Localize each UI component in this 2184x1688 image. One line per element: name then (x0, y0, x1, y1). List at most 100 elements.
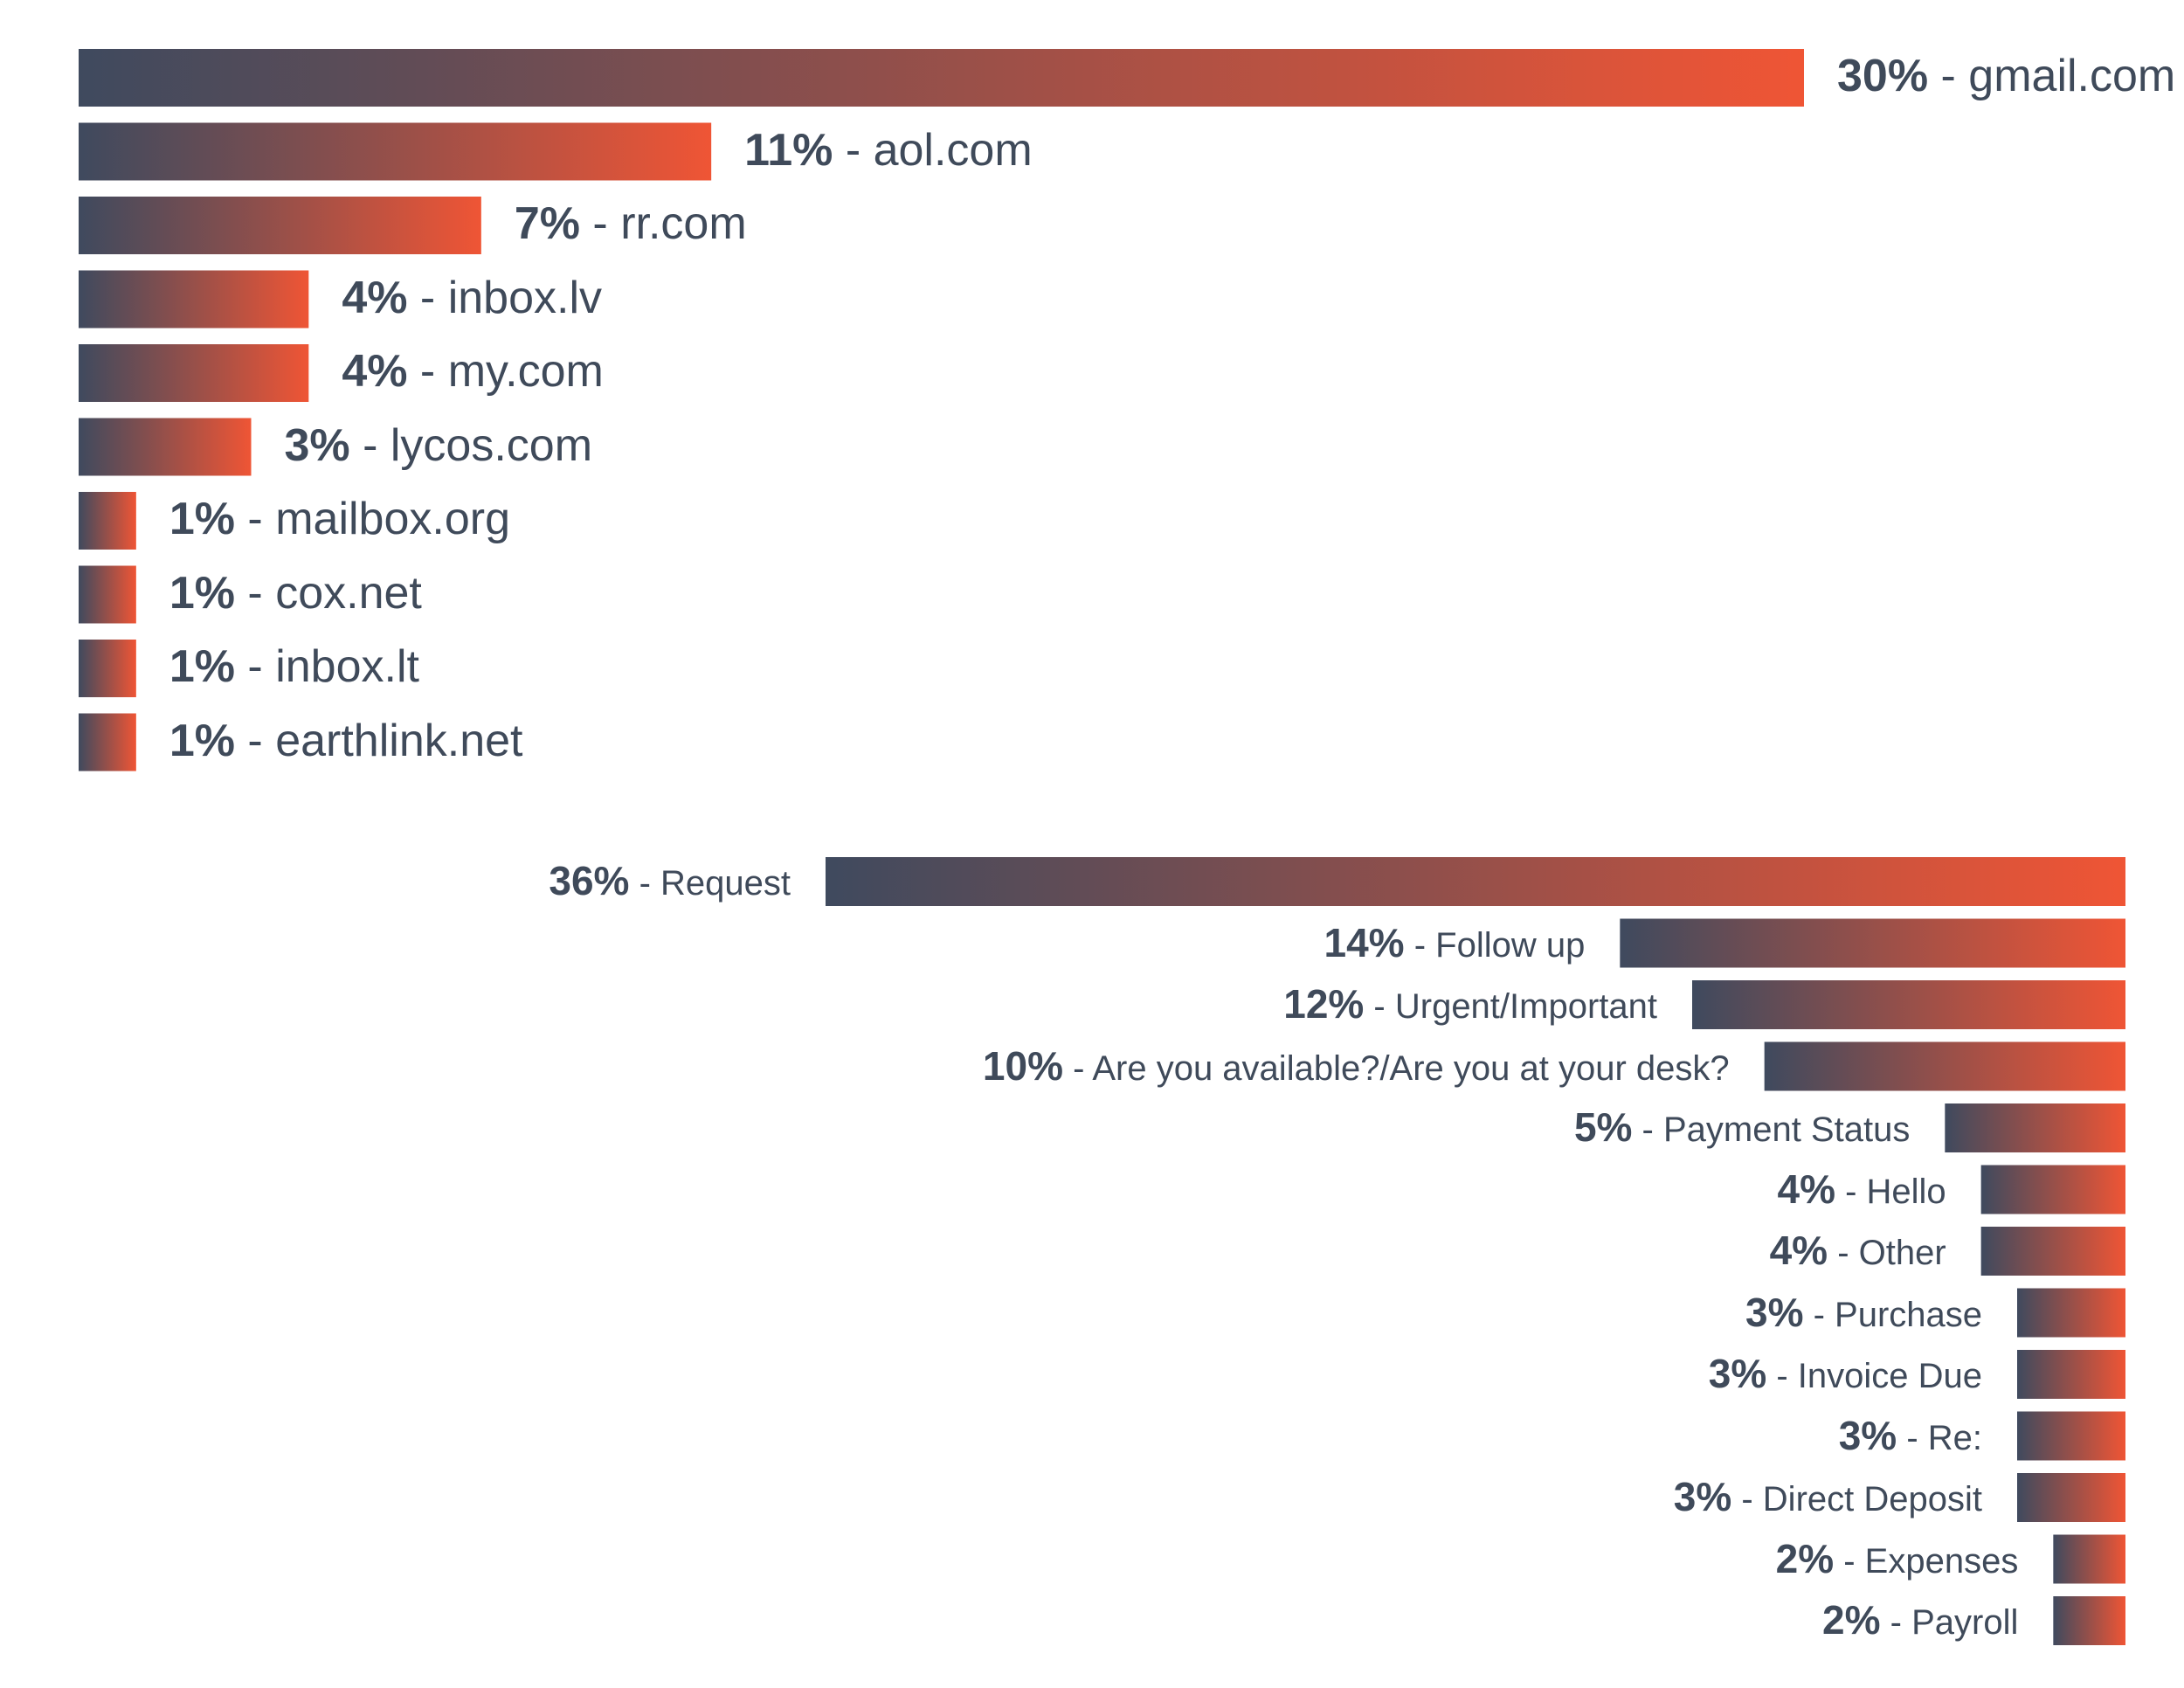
label-separator: - (234, 641, 276, 692)
label-separator: - (1835, 1172, 1867, 1211)
bar-mailbox-org (79, 492, 136, 550)
bar-payment-status (1945, 1103, 2125, 1152)
label-separator: - (407, 346, 448, 397)
bar-label-payroll: 2% - Payroll (1822, 1600, 2018, 1640)
bar-label-request: 36% - Request (549, 861, 791, 901)
bar-rr-com (79, 197, 481, 254)
category-label: Urgent/Important (1394, 987, 1657, 1026)
value-label: 30% (1837, 51, 1929, 101)
category-label: Payment Status (1662, 1110, 1911, 1149)
category-label: Purchase (1835, 1295, 1982, 1334)
category-label: Are you available?/Are you at your desk? (1092, 1048, 1730, 1088)
bar-label-purchase: 3% - Purchase (1745, 1292, 1982, 1332)
value-label: 3% (1745, 1289, 1804, 1335)
label-separator: - (1364, 987, 1395, 1026)
bar-hello (1980, 1165, 2125, 1214)
value-label: 3% (1708, 1351, 1767, 1396)
label-separator: - (1803, 1295, 1835, 1334)
value-label: 1% (169, 567, 235, 619)
category-label: Hello (1866, 1172, 1946, 1211)
bar-urgent-important (1692, 980, 2125, 1029)
category-label: cox.net (275, 567, 422, 619)
label-separator: - (629, 864, 661, 903)
label-separator: - (1834, 1541, 1865, 1581)
label-separator: - (407, 272, 448, 323)
bar-inbox-lt (79, 640, 136, 697)
bar-label-lycos-com: 3% - lycos.com (285, 423, 593, 468)
value-label: 2% (1822, 1597, 1881, 1643)
bar-label-expenses: 2% - Expenses (1776, 1539, 2019, 1579)
category-label: Request (660, 864, 791, 903)
value-label: 36% (549, 858, 630, 903)
value-label: 10% (982, 1042, 1063, 1089)
bar-earthlink-net (79, 713, 136, 771)
bar-gmail-com (79, 49, 1804, 107)
category-label: gmail.com (1968, 51, 2176, 101)
subject-line-chart (826, 857, 2125, 1645)
label-separator: - (234, 567, 276, 619)
bar-label-cox-net: 1% - cox.net (169, 571, 422, 616)
bar-inbox-lv (79, 270, 309, 329)
bar-label-re: 3% - Re: (1839, 1415, 1982, 1456)
category-label: Direct Deposit (1762, 1480, 1982, 1519)
value-label: 3% (1838, 1412, 1897, 1458)
bar-label-my-com: 4% - my.com (342, 349, 604, 394)
category-label: lycos.com (390, 419, 593, 471)
bar-invoice-due (2017, 1350, 2125, 1399)
bar-label-other: 4% - Other (1770, 1230, 1946, 1270)
bar-re (2017, 1411, 2125, 1461)
category-label: Expenses (1864, 1541, 2019, 1581)
label-separator: - (1404, 925, 1436, 965)
value-label: 14% (1324, 919, 1405, 965)
bar-request (826, 857, 2125, 906)
category-label: rr.com (620, 198, 747, 249)
bar-label-follow-up: 14% - Follow up (1324, 923, 1586, 963)
category-label: aol.com (873, 124, 1033, 176)
category-label: inbox.lt (275, 641, 419, 692)
bar-label-inbox-lv: 4% - inbox.lv (342, 275, 602, 321)
value-label: 4% (1777, 1166, 1835, 1212)
category-label: mailbox.org (275, 494, 510, 544)
label-separator: - (234, 494, 276, 544)
bar-cox-net (79, 565, 136, 624)
label-separator: - (1897, 1418, 1928, 1457)
value-label: 4% (342, 346, 408, 397)
category-label: my.com (447, 346, 604, 397)
bar-label-mailbox-org: 1% - mailbox.org (169, 496, 510, 542)
label-separator: - (1632, 1110, 1663, 1149)
label-separator: - (579, 198, 621, 249)
bar-expenses (2053, 1534, 2125, 1584)
bar-purchase (2017, 1288, 2125, 1338)
value-label: 5% (1573, 1104, 1633, 1150)
bar-label-rr-com: 7% - rr.com (515, 201, 747, 246)
label-separator: - (1828, 1234, 1859, 1272)
label-separator: - (833, 124, 874, 176)
bar-label-direct-deposit: 3% - Direct Deposit (1674, 1477, 1982, 1517)
value-label: 7% (514, 198, 580, 249)
bar-label-payment-status: 5% - Payment Status (1574, 1107, 1910, 1147)
value-label: 3% (1673, 1474, 1732, 1519)
value-label: 4% (1769, 1228, 1828, 1273)
value-label: 12% (1283, 981, 1365, 1027)
bar-label-urgent-important: 12% - Urgent/Important (1283, 984, 1657, 1024)
value-label: 1% (169, 715, 235, 766)
label-separator: - (1928, 51, 1969, 101)
label-separator: - (1063, 1048, 1093, 1088)
label-separator: - (234, 715, 276, 766)
value-label: 4% (342, 272, 408, 323)
category-label: Follow up (1435, 925, 1586, 965)
bar-lycos-com (79, 418, 252, 476)
bar-aol-com (79, 122, 712, 181)
bar-other (1980, 1227, 2125, 1276)
email-domain-chart (79, 49, 1804, 771)
category-label: Re: (1927, 1418, 1982, 1457)
bar-label-hello: 4% - Hello (1777, 1169, 1946, 1209)
label-separator: - (1766, 1357, 1798, 1395)
category-label: Other (1858, 1234, 1946, 1272)
category-label: Invoice Due (1797, 1357, 1982, 1395)
bar-label-earthlink-net: 1% - earthlink.net (169, 718, 523, 764)
bar-direct-deposit (2017, 1473, 2125, 1522)
label-separator: - (1880, 1603, 1912, 1642)
